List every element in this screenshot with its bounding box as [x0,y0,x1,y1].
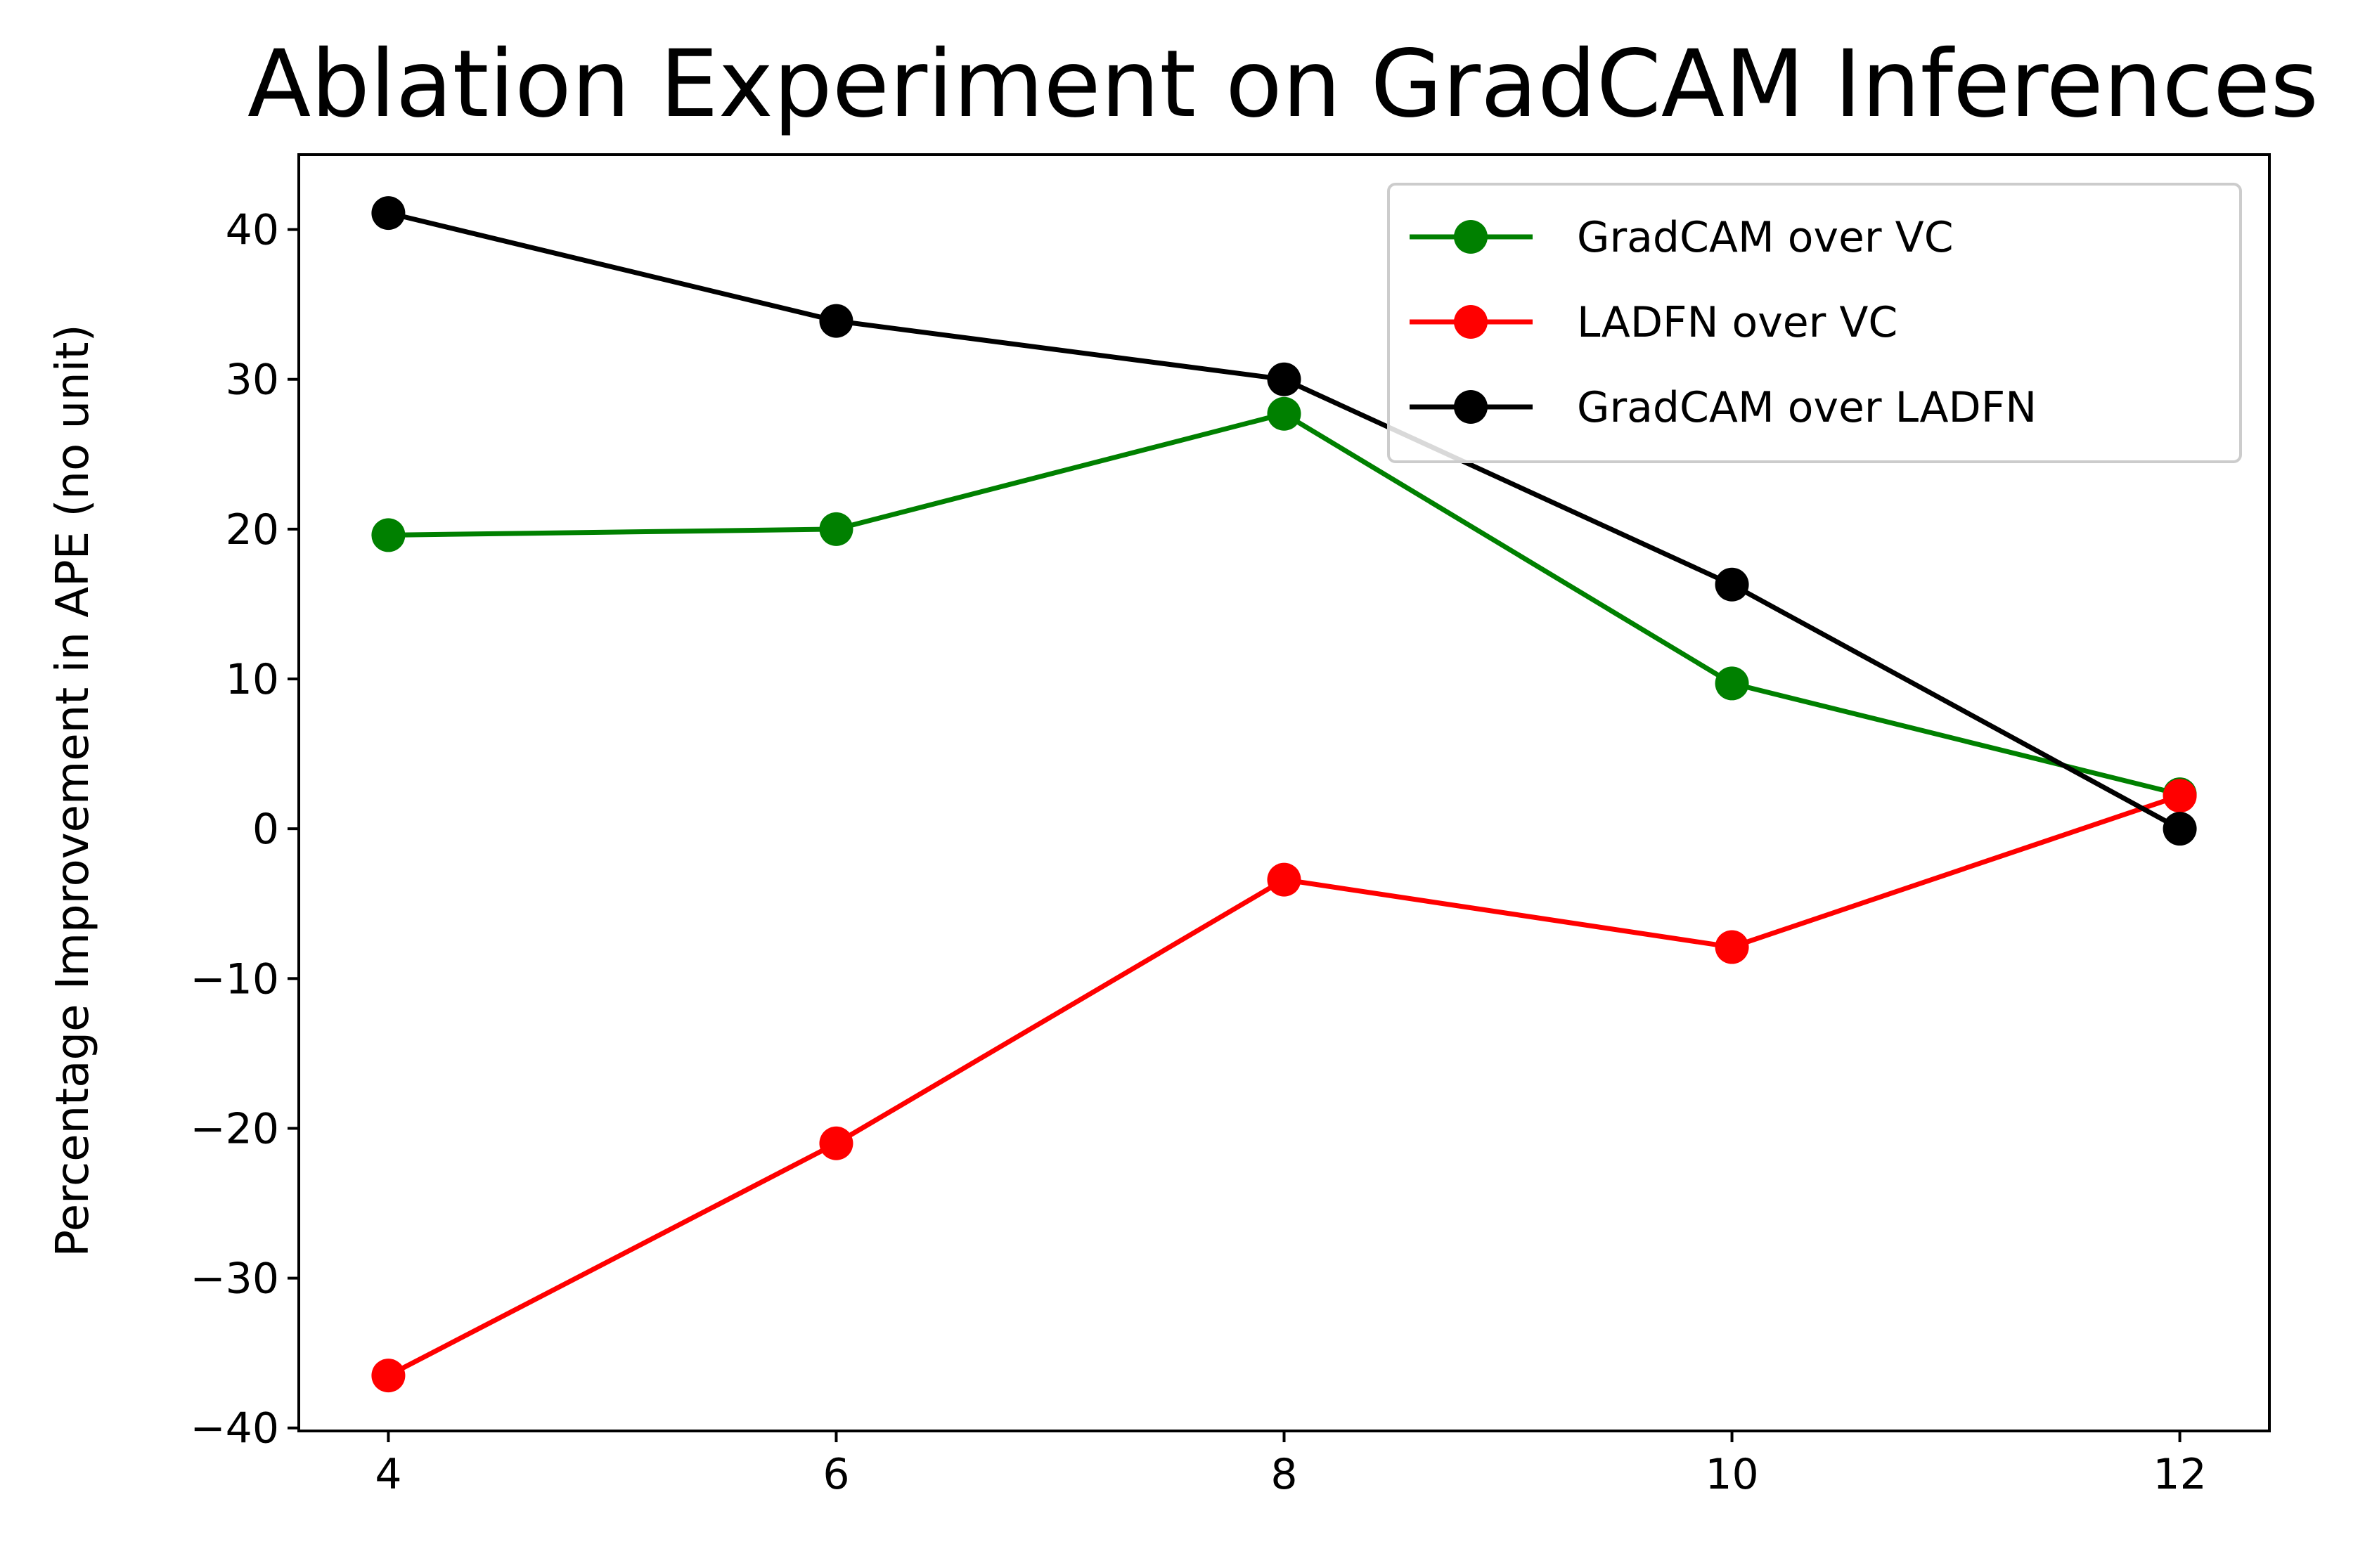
y-axis-label: Percentage Improvement in APE (no unit) [47,324,99,1257]
data-point [1715,567,1749,602]
legend-label: LADFN over VC [1577,298,1897,347]
legend-box [1387,183,2242,463]
data-point [819,512,853,546]
y-tick-label: 0 [252,805,279,854]
x-tick-label: 8 [1270,1450,1297,1499]
y-tick-label: −30 [190,1255,279,1304]
y-tick-label: −40 [190,1404,279,1453]
legend-marker [1454,390,1488,424]
data-point [1715,666,1749,701]
data-point [1267,362,1301,396]
y-tick-label: 10 [226,655,279,704]
x-tick-label: 4 [375,1450,401,1499]
legend: GradCAM over VC LADFN over VC GradCAM over… [1387,183,2242,463]
series-group [371,196,2197,1393]
data-point [1267,396,1301,431]
y-tick-label: −10 [190,954,279,1004]
chart-title: Ablation Experiment on GradCAM Inference… [247,30,2319,138]
data-point [2163,812,2197,846]
series-1 [371,779,2197,1393]
data-point [1715,930,1749,964]
legend-label: GradCAM over LADFN [1577,383,2037,432]
data-point [2163,779,2197,813]
data-point [371,1359,406,1393]
legend-marker [1454,305,1488,339]
series-2 [371,196,2197,846]
axis-ticks: 4 6 8 10 12 40 30 20 10 0 −10 −20 −30 −40 [190,206,2206,1499]
data-point [1267,862,1301,897]
legend-marker [1454,220,1488,254]
plot-frame [297,153,2271,1432]
x-tick-label: 12 [2153,1450,2206,1499]
legend-item: GradCAM over LADFN [1410,383,2037,432]
data-point [819,304,853,338]
y-tick-label: 20 [226,505,279,555]
data-point [371,518,406,552]
y-tick-label: 30 [226,356,279,405]
data-point [371,196,406,231]
legend-item: GradCAM over VC [1410,213,1954,262]
y-tick-label: −20 [190,1104,279,1153]
legend-item: LADFN over VC [1410,298,1897,347]
legend-label: GradCAM over VC [1577,213,1954,262]
x-tick-label: 6 [823,1450,849,1499]
y-tick-label: 40 [226,206,279,255]
data-point [819,1126,853,1160]
x-tick-label: 10 [1705,1450,1758,1499]
